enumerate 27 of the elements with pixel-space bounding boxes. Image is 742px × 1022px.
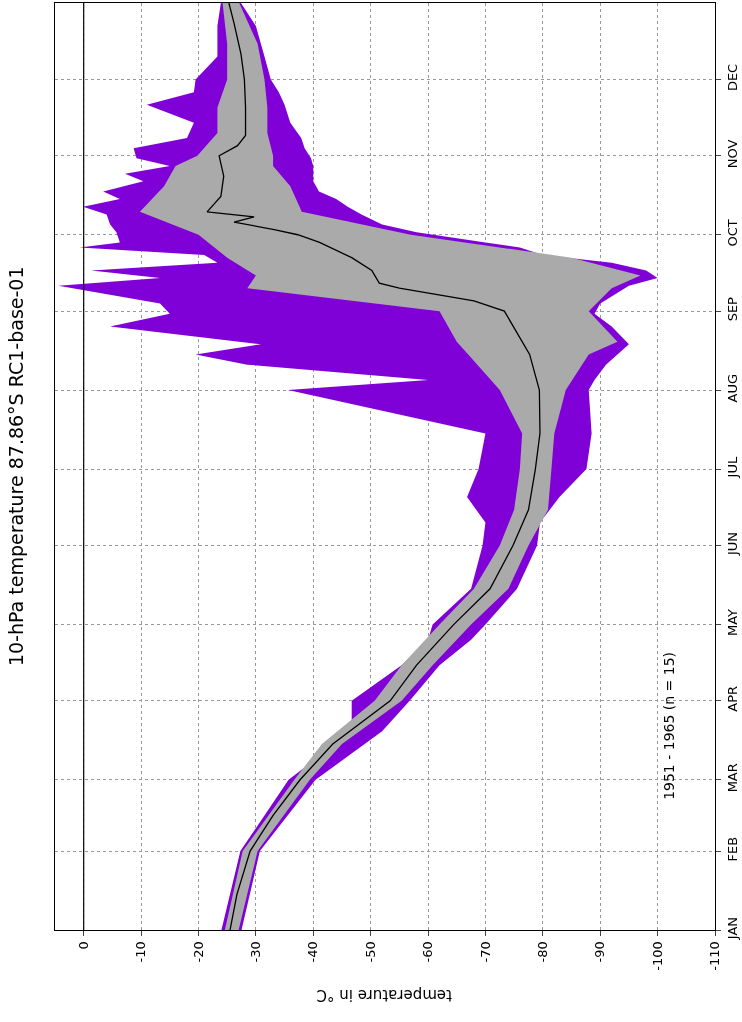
y-tick-label: DEC	[724, 63, 740, 92]
x-tick-label: -90	[592, 941, 608, 963]
y-tick-label: JUN	[724, 531, 740, 557]
y-tick-label: OCT	[724, 219, 740, 247]
x-tick-label: 0	[75, 941, 91, 950]
x-axis-title: temperature in °C	[316, 985, 452, 1004]
y-tick-label: MAY	[724, 608, 740, 636]
y-tick-label: NOV	[724, 139, 740, 169]
x-tick-label: -10	[133, 941, 149, 963]
y-tick-label: APR	[724, 685, 740, 712]
y-tick-label: AUG	[724, 373, 740, 403]
x-tick-label: -110	[707, 941, 723, 971]
x-tick-label: -60	[420, 941, 436, 963]
y-tick-label: JUL	[724, 456, 740, 479]
x-tick-label: -80	[535, 941, 551, 963]
y-tick-label: JAN	[724, 916, 740, 941]
annotation: 1951 - 1965 (n = 15)	[660, 651, 677, 800]
y-tick-label: MAR	[724, 763, 740, 793]
text: 10-hPa temperature 87.86°S RC1-base-01	[5, 266, 28, 667]
x-tick-label: -30	[248, 941, 264, 963]
x-tick-label: -40	[305, 941, 321, 963]
x-tick-label: -70	[477, 941, 493, 963]
y-tick-label: SEP	[724, 296, 740, 322]
x-tick-label: -50	[362, 941, 378, 963]
y-tick-label: FEB	[724, 836, 740, 862]
x-tick-label: -20	[190, 941, 206, 963]
x-tick-label: -100	[649, 941, 665, 971]
